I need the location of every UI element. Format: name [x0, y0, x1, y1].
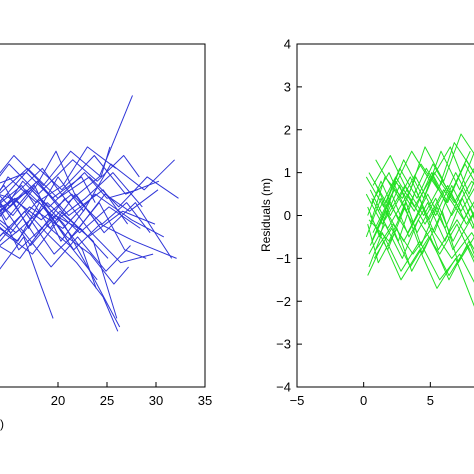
left-series-line-31 — [0, 197, 147, 259]
right-series-line-23 — [367, 172, 474, 221]
right-y-tick-label-7: −2 — [276, 294, 291, 309]
right-x-axis: −5 0 5 — [290, 382, 434, 408]
right-series-line-26 — [368, 202, 474, 251]
right-series-line-16 — [373, 176, 474, 225]
right-y-tick-label-4: 1 — [284, 165, 291, 180]
left-x-tick-label-4: 35 — [198, 393, 212, 408]
left-series-line-13 — [0, 193, 151, 234]
right-y-tick-label-9: −4 — [276, 380, 291, 395]
left-x-tick-label-2: 25 — [100, 393, 114, 408]
right-series-group — [365, 133, 474, 307]
left-series-line-22 — [0, 202, 141, 242]
left-series-line-6 — [0, 197, 119, 332]
left-series-line-18 — [0, 227, 131, 272]
left-x-tick-label-3: 30 — [149, 393, 163, 408]
left-x-tick-label-1: 20 — [51, 393, 65, 408]
right-series-line-9 — [372, 133, 474, 195]
left-series-line-15 — [0, 155, 160, 203]
left-series-line-2 — [0, 172, 138, 218]
left-series-line-5 — [0, 189, 121, 328]
right-series-line-13 — [368, 219, 474, 263]
left-series-line-21 — [0, 146, 111, 186]
left-series-line-26 — [0, 167, 179, 208]
right-y-tick-label-1: 4 — [284, 37, 291, 52]
right-series-line-24 — [375, 223, 474, 259]
left-x-axis-label-fragment: n) — [0, 417, 4, 431]
right-series-line-12 — [375, 146, 474, 195]
left-series-line-20 — [0, 193, 154, 264]
left-series-line-11 — [0, 223, 98, 281]
right-x-tick-label-1: −5 — [290, 393, 305, 408]
left-series-line-28 — [0, 180, 129, 225]
left-series-line-1 — [0, 95, 133, 204]
right-y-tick-label-6: −1 — [276, 251, 291, 266]
left-series-line-4 — [0, 189, 159, 251]
right-x-tick-label-3: 5 — [427, 393, 434, 408]
right-x-tick-label-2: 0 — [360, 393, 367, 408]
left-plot-frame — [0, 43, 206, 388]
right-series-line-15 — [367, 223, 474, 281]
right-series-line-6 — [368, 150, 474, 204]
left-series-line-25 — [0, 219, 97, 289]
right-y-axis: 4 3 2 1 0 −1 −2 −3 −4 — [276, 37, 302, 395]
right-series-line-20 — [371, 189, 474, 229]
right-y-tick-label-8: −3 — [276, 337, 291, 352]
right-series-line-25 — [369, 180, 474, 221]
left-series-line-24 — [0, 185, 173, 259]
right-series-line-14 — [371, 163, 474, 212]
right-y-tick-label-5: 0 — [284, 208, 291, 223]
left-series-line-7 — [0, 155, 140, 195]
left-series-group — [0, 95, 179, 332]
right-residuals-panel: 4 3 2 1 0 −1 −2 −3 −4 −5 0 5 Residuals (m) — [259, 37, 474, 408]
left-series-line-27 — [0, 150, 99, 225]
right-series-line-22 — [372, 193, 474, 242]
right-y-tick-label-3: 2 — [284, 122, 291, 137]
left-series-line-30 — [0, 193, 165, 238]
right-y-axis-label: Residuals (m) — [259, 178, 273, 252]
left-x-axis: 20 25 30 35 — [51, 382, 212, 408]
left-residuals-panel: 20 25 30 35 n) — [0, 43, 212, 431]
left-series-line-29 — [0, 236, 54, 319]
right-y-tick-label-2: 3 — [284, 79, 291, 94]
